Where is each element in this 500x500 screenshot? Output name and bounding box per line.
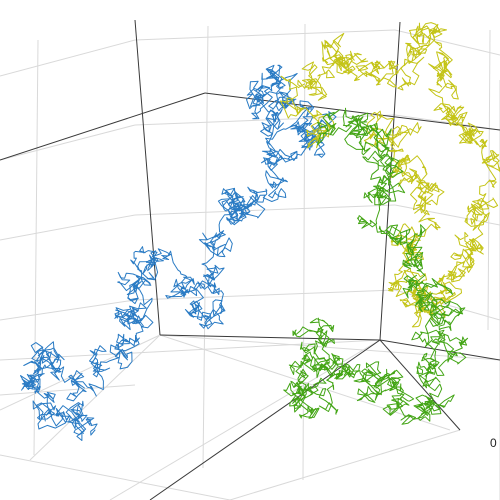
series-line-blue — [20, 64, 337, 441]
series-line-green — [283, 107, 469, 425]
tick-label-0: 0 — [490, 436, 497, 450]
series-line-yellow — [279, 22, 500, 328]
